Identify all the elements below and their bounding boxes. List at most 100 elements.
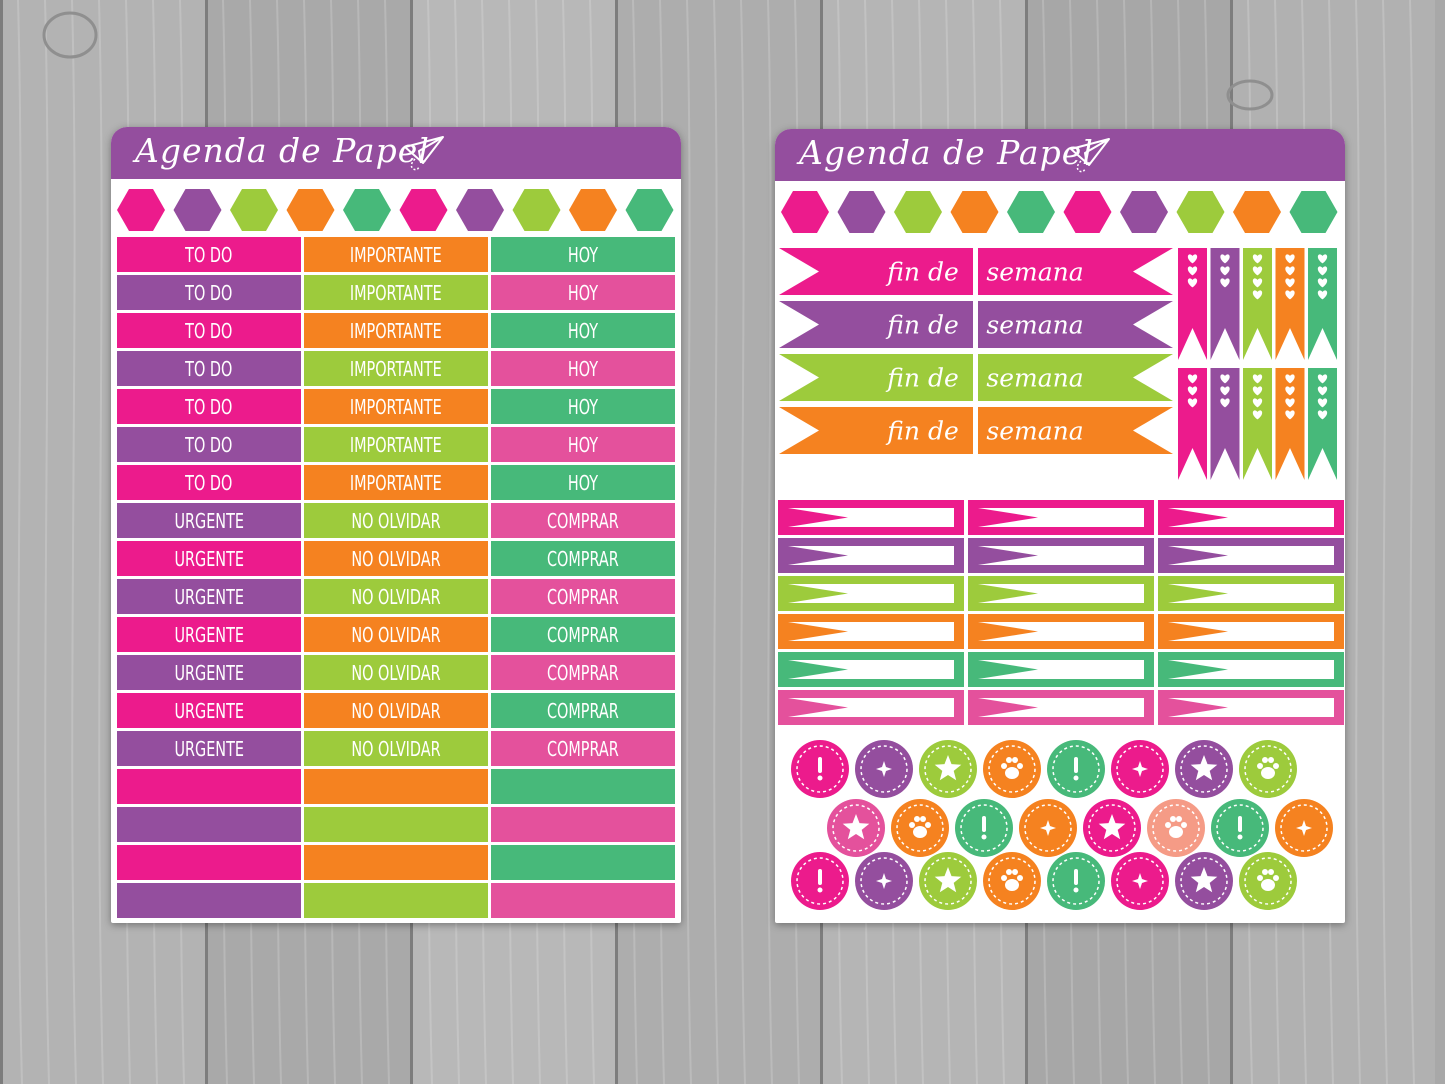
paw-toe (1268, 869, 1274, 875)
banner-left-text: fin de (885, 258, 959, 287)
arrow-flag-writespace (1168, 698, 1334, 717)
arrow-flag-sticker (778, 690, 964, 725)
label-sticker: NO OLVIDAR (304, 693, 488, 728)
heart-flag-sticker (1275, 368, 1305, 480)
label-sticker: NO OLVIDAR (304, 655, 488, 690)
paw-toe (1012, 757, 1018, 763)
heart-flag-sticker (1178, 368, 1207, 480)
hexagon-sticker (1289, 191, 1338, 233)
heart-icon (1317, 254, 1328, 264)
circle-stitch (1152, 804, 1200, 852)
label-sticker: COMPRAR (491, 503, 675, 538)
banner-left-text: fin de (885, 311, 959, 340)
hexagon-sticker (399, 189, 448, 231)
arrow-flag-writespace (788, 660, 954, 679)
hexagon-sticker (625, 189, 674, 231)
star-icon (1190, 867, 1218, 893)
sticker-sheet-left: Agenda de Papel TO DO IMPORTANTE HOY TO DO I… (111, 127, 681, 923)
heart-icon (1285, 398, 1295, 408)
circle-sticker (1147, 799, 1205, 857)
arrow-flag-sticker (778, 614, 964, 649)
arrow-flag-sticker (778, 652, 964, 687)
brand-title: Agenda de Papel (799, 133, 1094, 172)
label-sticker: URGENTE (117, 617, 301, 652)
arrow-flag-sticker (968, 690, 1154, 725)
heart-icon (1285, 374, 1295, 384)
circle-stitch (796, 745, 844, 793)
circle-stitch (1180, 857, 1228, 905)
arrow-flag-sticker (778, 538, 964, 573)
weekend-banner-sticker: fin de semana (779, 301, 1173, 348)
heart-flag-shape (1178, 248, 1207, 360)
heart-flag-sticker (1308, 368, 1337, 480)
label-sticker-text: TO DO (185, 280, 233, 305)
heart-flag-sticker (1210, 368, 1240, 480)
circle-stitch (1116, 745, 1164, 793)
heart-icon (1252, 410, 1263, 420)
sparkle-icon (1132, 761, 1148, 777)
label-sticker-text: NO OLVIDAR (351, 660, 441, 685)
heart-icon (1220, 278, 1230, 288)
label-sticker-text: NO OLVIDAR (351, 622, 441, 647)
hexagon-sticker (781, 191, 829, 233)
paw-icon (1005, 879, 1019, 891)
circle-sticker (1211, 799, 1269, 857)
exclamation-dot (981, 834, 987, 840)
arrow-flag-writespace (788, 622, 954, 641)
label-sticker: HOY (491, 427, 675, 462)
exclamation-icon (982, 816, 986, 832)
circle-stitch (960, 804, 1008, 852)
circle-sticker (1175, 740, 1233, 798)
heart-icon (1317, 374, 1328, 384)
paw-toe (1017, 763, 1023, 769)
banner-right-half (978, 301, 1173, 348)
exclamation-dot (1237, 834, 1243, 840)
star-icon (934, 755, 962, 781)
label-sticker-text: IMPORTANTE (350, 432, 442, 457)
circle-sticker (855, 740, 913, 798)
hexagon-sticker (230, 189, 278, 231)
arrow-flag-writespace (1168, 508, 1334, 527)
label-sticker-text: COMPRAR (547, 622, 619, 647)
heart-icon (1187, 278, 1198, 288)
circle-stitch (1088, 804, 1136, 852)
wood-grain (713, 0, 719, 1084)
arrow-flag-sticker (778, 576, 964, 611)
arrow-flag-sticker (778, 500, 964, 535)
arrow-flag-writespace (978, 546, 1144, 565)
label-sticker-text: IMPORTANTE (350, 470, 442, 495)
arrow-flag-writespace (978, 508, 1144, 527)
circle-stitch (1216, 804, 1264, 852)
heart-flag-sticker (1178, 248, 1207, 360)
label-sticker-text: URGENTE (174, 660, 244, 685)
label-sticker-text: NO OLVIDAR (351, 698, 441, 723)
label-sticker: TO DO (117, 427, 301, 462)
label-sticker-text: IMPORTANTE (350, 356, 442, 381)
label-sticker-text: COMPRAR (547, 546, 619, 571)
label-sticker-text: COMPRAR (547, 660, 619, 685)
hexagon-sticker (512, 189, 561, 231)
paper-plane-icon (1070, 138, 1110, 173)
label-sticker-text: TO DO (185, 470, 233, 495)
label-sticker-text: IMPORTANTE (350, 318, 442, 343)
label-sticker: TO DO (117, 313, 301, 348)
paw-toe (925, 822, 931, 828)
circle-stitch (988, 857, 1036, 905)
label-sticker (304, 807, 488, 842)
heart-icon (1252, 254, 1263, 264)
exclamation-icon (1238, 816, 1242, 832)
arrow-flag-writespace (1168, 660, 1334, 679)
hexagon-sticker (117, 189, 165, 231)
label-sticker-text: COMPRAR (547, 584, 619, 609)
arrow-flag-sticker (968, 576, 1154, 611)
heart-flag-sticker (1275, 248, 1305, 360)
label-sticker-text: NO OLVIDAR (351, 546, 441, 571)
label-sticker: COMPRAR (491, 655, 675, 690)
label-sticker-text: IMPORTANTE (350, 394, 442, 419)
wood-grain (1409, 0, 1415, 1084)
label-sticker: TO DO (117, 351, 301, 386)
arrow-flag-sticker (968, 538, 1154, 573)
heart-flag-shape (1308, 368, 1337, 480)
circle-stitch (796, 857, 844, 905)
